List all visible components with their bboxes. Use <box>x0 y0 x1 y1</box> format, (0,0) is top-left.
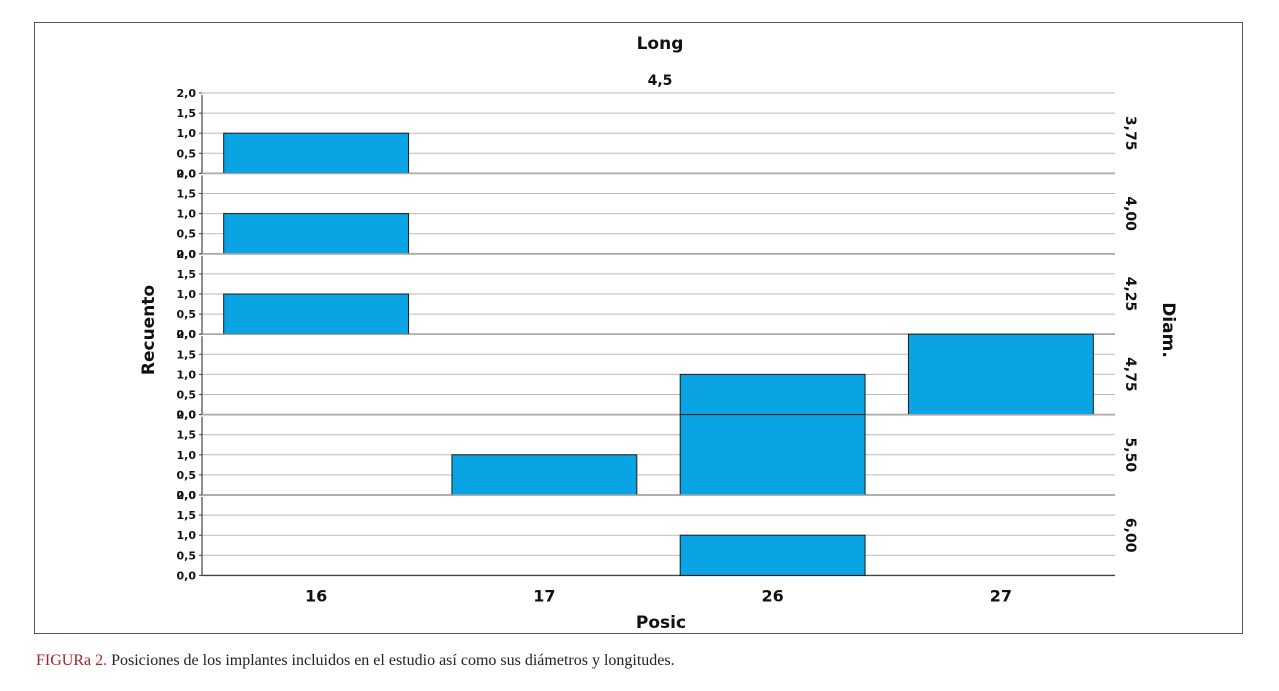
y-tick-label: 1,5 <box>177 268 197 281</box>
y-tick-label: 0,0 <box>177 248 197 261</box>
bar-4,25-16 <box>223 293 410 335</box>
x-axis: 16 17 26 27 <box>305 586 1012 605</box>
y-tick-label: 0,5 <box>177 308 197 321</box>
y-tick-label: 1,0 <box>177 127 197 140</box>
y-tick-label: 1,0 <box>177 368 197 381</box>
y-axis-label: Recuento <box>139 285 159 375</box>
row-facet-label: 4,75 <box>1122 357 1138 392</box>
panel-diam-4,25: 0,0 0,5 1,0 1,5 2,0 4,25 <box>177 248 1139 341</box>
panel-diam-4,75: 0,0 0,5 1,0 1,5 2,0 4,75 <box>177 328 1139 421</box>
x-tick-label: 27 <box>990 586 1012 605</box>
bar-4,75-26 <box>679 373 866 416</box>
y-tick-label: 0,5 <box>177 469 197 482</box>
row-facet-label: 6,00 <box>1122 518 1138 553</box>
y-tick-label: 1,5 <box>177 348 197 361</box>
y-tick-label: 0,0 <box>177 409 197 422</box>
y-tick-label: 2,0 <box>177 409 197 422</box>
bar-6,00-26 <box>679 534 866 576</box>
y-tick-label: 1,0 <box>177 208 197 221</box>
x-tick-label: 26 <box>761 586 783 605</box>
bar-3,75-16 <box>223 132 410 174</box>
y-tick-label: 0,5 <box>177 147 197 160</box>
chart-title: Long <box>637 34 684 54</box>
y-tick-label: 0,0 <box>177 489 197 502</box>
y-tick-label: 2,0 <box>177 489 197 502</box>
faceted-bar-chart: Long 4,5 0,0 0,5 1,0 1,5 2,0 3,75 0,0 0,5 1,0 1,5… <box>139 34 1178 633</box>
y-tick-label: 2,0 <box>177 248 197 261</box>
row-facet-label: 5,50 <box>1122 438 1138 473</box>
y-tick-label: 0,5 <box>177 228 197 241</box>
x-tick-label: 16 <box>305 586 327 605</box>
figure-caption: FIGURa 2. Posiciones de los implantes in… <box>36 652 675 670</box>
bar-4,75-27 <box>907 333 1094 416</box>
y-tick-label: 1,5 <box>177 107 197 120</box>
y-tick-label: 1,5 <box>177 429 197 442</box>
caption-text: Posiciones de los implantes incluidos en… <box>107 652 675 669</box>
y-tick-label: 1,5 <box>177 188 197 201</box>
y-tick-label: 0,5 <box>177 549 197 562</box>
panel-diam-4,00: 0,0 0,5 1,0 1,5 2,0 4,00 <box>177 167 1139 260</box>
y-tick-label: 1,5 <box>177 509 197 522</box>
bar-5,50-26 <box>679 414 866 496</box>
y-tick-label: 0,5 <box>177 389 197 402</box>
row-facet-label: 3,75 <box>1122 116 1138 151</box>
y-tick-label: 1,0 <box>177 449 197 462</box>
y-tick-label: 1,0 <box>177 529 197 542</box>
y-tick-label: 0,0 <box>177 569 197 582</box>
y-tick-label: 1,0 <box>177 288 197 301</box>
row-facet-label: 4,00 <box>1122 196 1138 231</box>
x-axis-label: Posic <box>636 613 686 633</box>
y-tick-label: 0,0 <box>177 167 197 180</box>
bar-5,50-17 <box>451 454 638 496</box>
bar-4,00-16 <box>223 213 410 255</box>
panel-diam-3,75: 0,0 0,5 1,0 1,5 2,0 3,75 <box>177 87 1139 180</box>
column-facet-label: 4,5 <box>648 73 673 89</box>
caption-label: FIGURa 2. <box>36 652 108 669</box>
y-tick-label: 2,0 <box>177 87 197 100</box>
x-tick-label: 17 <box>533 586 555 605</box>
y-tick-label: 2,0 <box>177 167 197 180</box>
panel-diam-6,00: 0,0 0,5 1,0 1,5 2,0 6,00 <box>177 489 1139 582</box>
panels: 0,00,51,01,52,03,750,00,51,01,52,04,000,… <box>177 87 1139 582</box>
row-facet-label: 4,25 <box>1122 277 1138 312</box>
figure-frame: Long 4,5 0,0 0,5 1,0 1,5 2,0 3,75 0,0 0,5 1,0 1,5… <box>34 22 1243 634</box>
y-tick-label: 0,0 <box>177 328 197 341</box>
y-tick-label: 2,0 <box>177 328 197 341</box>
panel-diam-5,50: 0,0 0,5 1,0 1,5 2,0 5,50 <box>177 409 1139 502</box>
row-facet-title: Diam. <box>1158 302 1178 358</box>
